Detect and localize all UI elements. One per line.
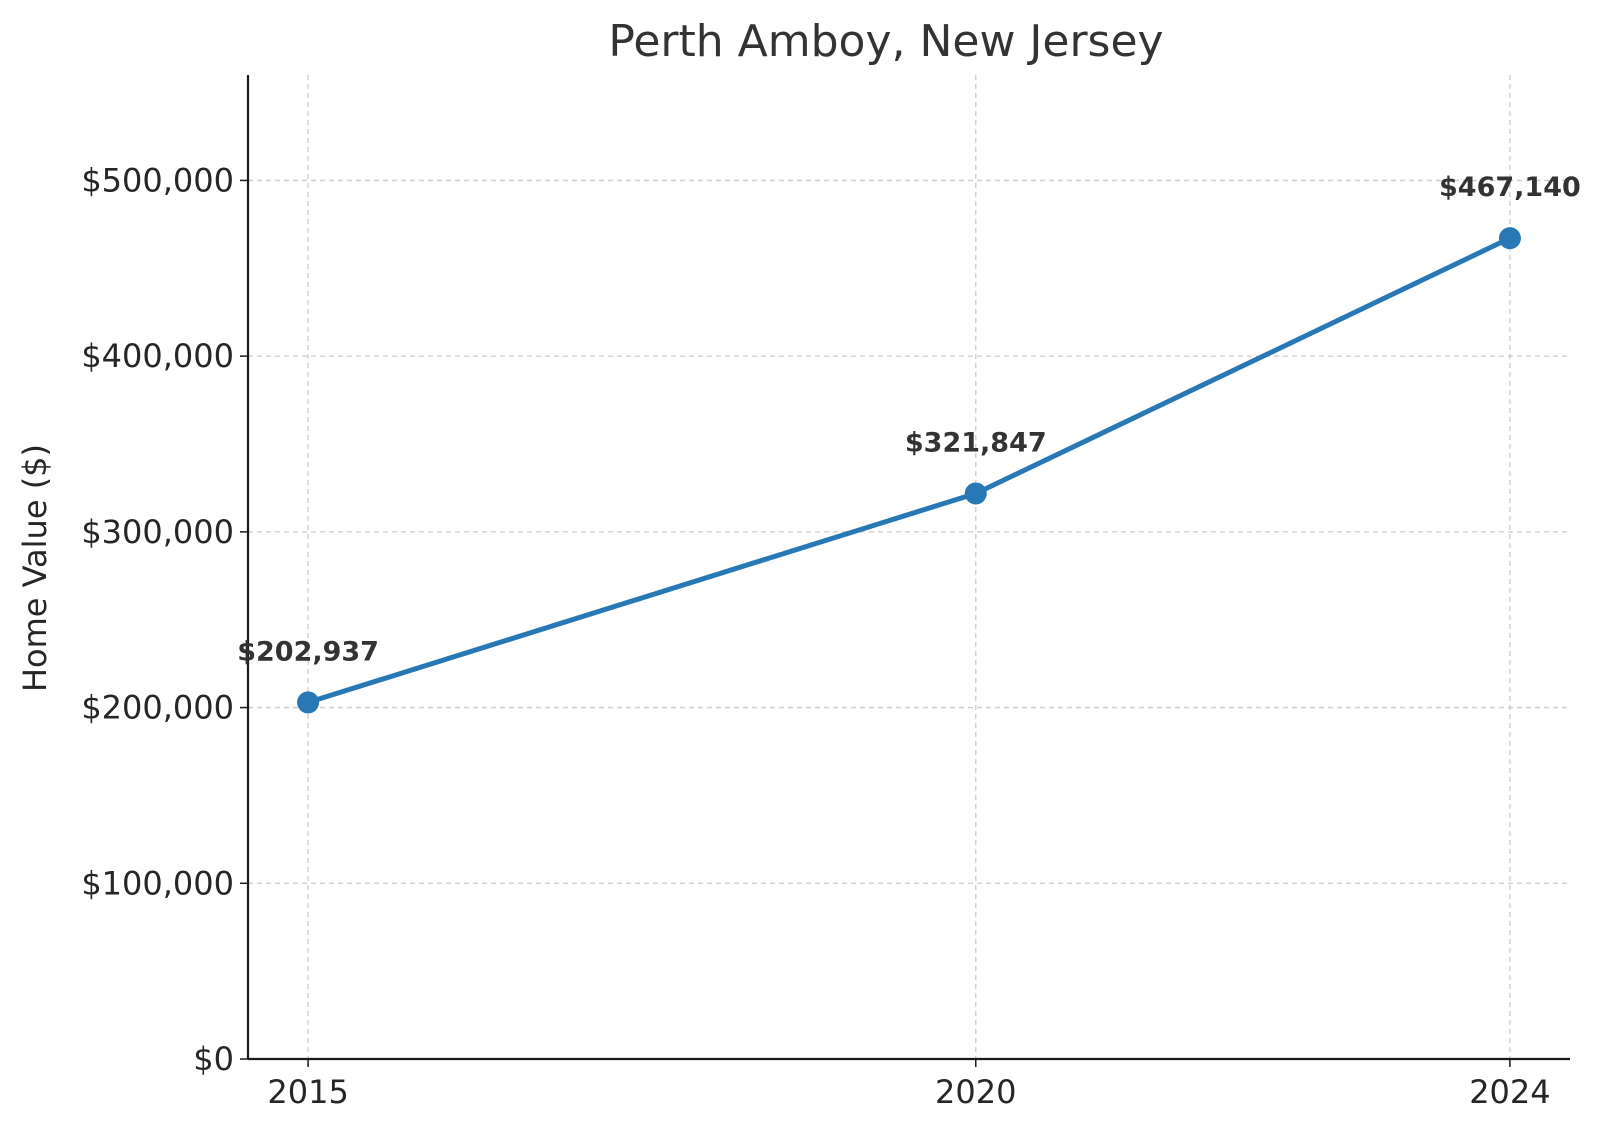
grid-lines <box>248 75 1570 1059</box>
data-labels: $202,937 $321,847 $467,140 <box>237 172 1581 667</box>
tick-labels: $0 $100,000 $200,000 $300,000 $400,000 $500,0… <box>81 161 1550 1111</box>
y-tick-label: $100,000 <box>81 864 234 902</box>
data-label: $467,140 <box>1439 172 1581 203</box>
x-tick-label: 2024 <box>1469 1073 1550 1111</box>
data-label: $202,937 <box>237 636 379 667</box>
series-home-value <box>297 227 1521 714</box>
y-tick-label: $0 <box>193 1040 234 1078</box>
y-tick-label: $300,000 <box>81 513 234 551</box>
data-point <box>1498 227 1521 250</box>
data-label: $321,847 <box>905 427 1047 458</box>
series-line <box>305 235 1513 705</box>
y-tick-label: $400,000 <box>81 337 234 375</box>
axes <box>240 75 1570 1067</box>
y-tick-label: $200,000 <box>81 689 234 727</box>
y-axis-label: Home Value ($) <box>16 444 54 692</box>
chart-title: Perth Amboy, New Jersey <box>608 16 1163 67</box>
y-tick-label: $500,000 <box>81 161 234 199</box>
data-point <box>297 691 320 714</box>
x-tick-label: 2020 <box>935 1073 1016 1111</box>
data-point <box>964 482 987 505</box>
x-tick-label: 2015 <box>267 1073 348 1111</box>
